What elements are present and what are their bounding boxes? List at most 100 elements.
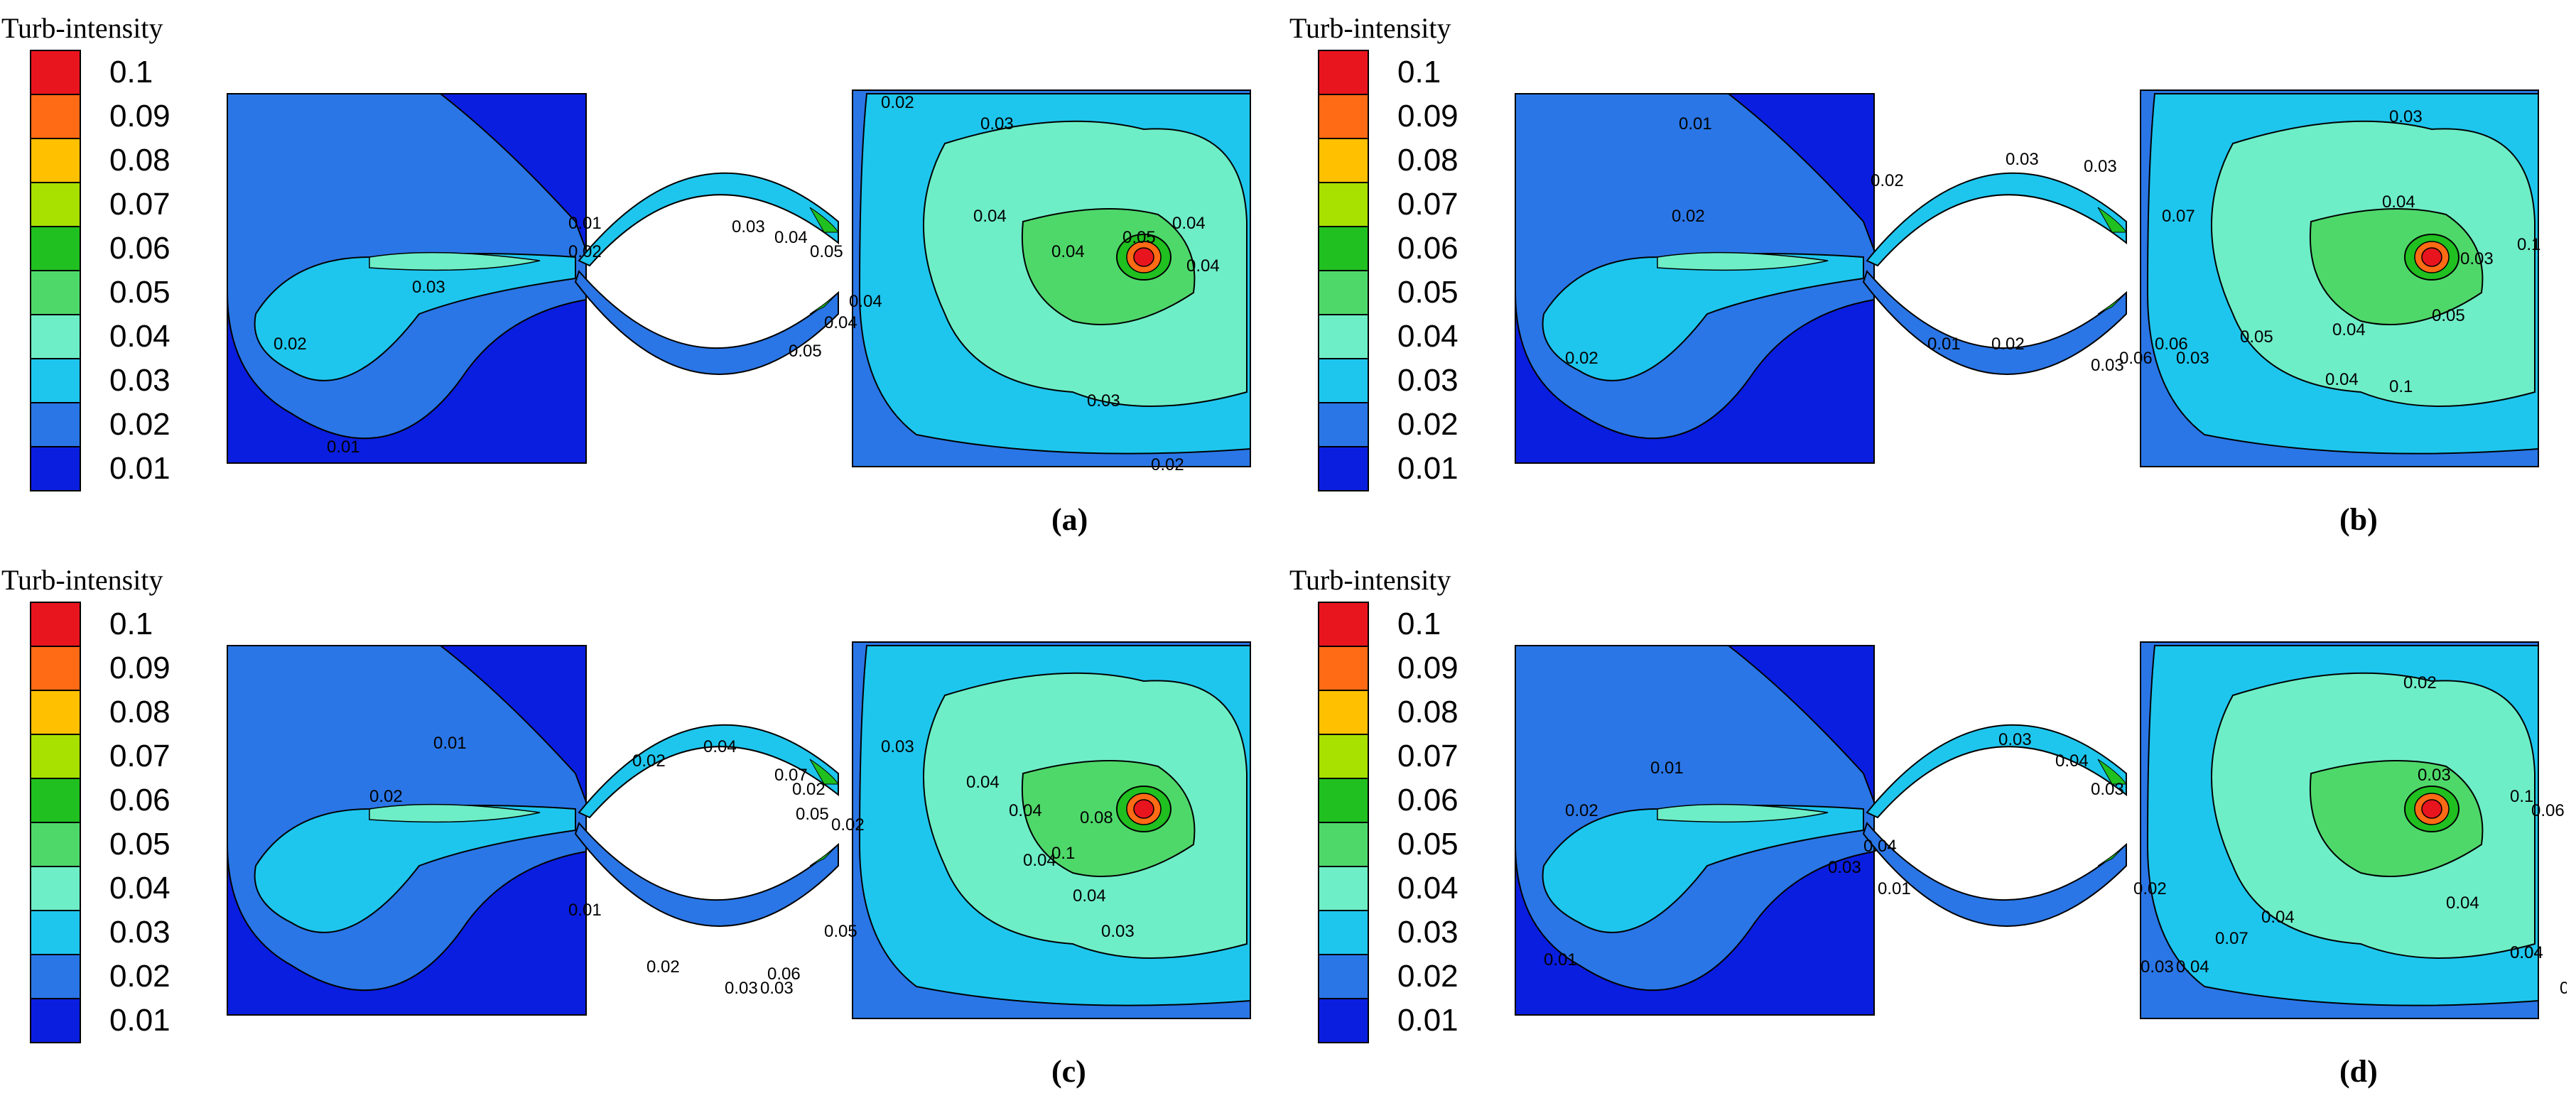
legend-label: 0.05 xyxy=(1397,827,1459,862)
contour-panel-d: Turb-intensity 0.1 0.09 0.08 0.07 0.06 0.05 0.0… xyxy=(1288,552,2576,1103)
lower-channel xyxy=(1862,822,2127,927)
upper-channel xyxy=(578,172,839,267)
lower-channel xyxy=(1862,270,2127,375)
contour-0.06 xyxy=(2097,207,2127,233)
legend-swatch xyxy=(30,226,81,271)
contour-label: 0.1 xyxy=(2510,787,2533,806)
contour-label: 0.02 xyxy=(646,957,680,977)
contour-0.1 xyxy=(1133,799,1154,819)
contour-plot: 0.010.020.010.030.040.010.030.040.030.02… xyxy=(1515,641,2567,1019)
legend-swatch xyxy=(1318,822,1369,867)
legend-swatch xyxy=(30,734,81,779)
contour-label: 0.01 xyxy=(1679,114,1712,134)
legend-swatch xyxy=(1318,778,1369,823)
contour-label: 0.04 xyxy=(1009,801,1042,820)
contour-label: 0.03 xyxy=(1828,858,1861,877)
legend-label: 0.03 xyxy=(1397,915,1459,950)
legend-title: Turb-intensity xyxy=(1,12,163,44)
legend-swatch xyxy=(1318,446,1369,491)
contour-label: 0.02 xyxy=(1151,455,1184,474)
contour-label: 0.04 xyxy=(774,228,808,247)
legend-label: 0.03 xyxy=(109,915,171,950)
legend-label: 0.08 xyxy=(1397,143,1459,178)
contour-label: 0.04 xyxy=(973,207,1007,226)
legend-label: 0.01 xyxy=(109,451,171,486)
legend-label: 0.03 xyxy=(1397,363,1459,398)
contour-0.06-lower xyxy=(2097,844,2127,866)
legend-swatch xyxy=(30,358,81,403)
contour-panel-c: Turb-intensity 0.1 0.09 0.08 0.07 0.06 0.05 0.0… xyxy=(0,552,1288,1103)
contour-label: 0.02 xyxy=(274,335,307,354)
contour-label: 0.01 xyxy=(327,438,360,457)
legend-swatch xyxy=(30,50,81,95)
legend-swatch xyxy=(30,182,81,227)
contour-label: 0.04 xyxy=(2332,320,2366,339)
contour-label: 0.03 xyxy=(732,217,765,237)
legend-swatch xyxy=(30,446,81,491)
legend-label: 0.01 xyxy=(1397,1003,1459,1038)
contour-0.06-lower xyxy=(809,292,839,315)
contour-label: 0.02 xyxy=(632,751,666,771)
lower-channel xyxy=(574,270,839,375)
legend-swatch xyxy=(30,822,81,867)
contour-label: 0.04 xyxy=(2510,943,2543,962)
contour-0.04 xyxy=(369,803,541,823)
contour-0.03 xyxy=(1542,253,1864,381)
contour-0.03 xyxy=(254,805,576,933)
legend-label: 0.02 xyxy=(109,407,171,442)
contour-label: 0.02 xyxy=(568,242,602,261)
contour-label: 0.02 xyxy=(1871,171,1904,190)
legend-swatch xyxy=(1318,954,1369,999)
contour-label: 0.05 xyxy=(789,342,822,361)
contour-label: 0.03 xyxy=(2389,107,2423,126)
legend-title: Turb-intensity xyxy=(1,564,163,596)
panel-label: (c) xyxy=(1051,1054,1086,1089)
contour-label: 0.03 xyxy=(760,979,794,998)
contour-label: 0.04 xyxy=(824,313,857,332)
contour-label: 0.04 xyxy=(849,292,882,311)
legend-swatch xyxy=(30,778,81,823)
contour-label: 0.03 xyxy=(2084,157,2117,176)
contour-0.1 xyxy=(2421,247,2442,267)
contour-label: 0.03 xyxy=(2418,766,2451,785)
contour-0.03 xyxy=(254,253,576,381)
contour-label: 0.03 xyxy=(725,979,758,998)
contour-label: 0.04 xyxy=(1863,837,1897,856)
legend-swatch xyxy=(1318,270,1369,315)
contour-label: 0.04 xyxy=(2510,943,2543,962)
contour-label: 0.05 xyxy=(2432,306,2465,325)
legend-swatch xyxy=(30,402,81,447)
legend-title: Turb-intensity xyxy=(1289,564,1451,596)
panel-label: (d) xyxy=(2339,1054,2378,1089)
contour-label: 0.04 xyxy=(966,773,1000,792)
legend-label: 0.04 xyxy=(109,319,171,354)
legend-label: 0.01 xyxy=(109,1003,171,1038)
legend-label: 0.04 xyxy=(109,871,171,906)
legend-label: 0.09 xyxy=(1397,651,1459,685)
legend-swatch xyxy=(30,910,81,955)
contour-label: 0.05 xyxy=(810,242,843,261)
contour-0.06 xyxy=(809,759,839,785)
contour-label: 0.05 xyxy=(1122,228,1156,247)
upper-channel xyxy=(1866,724,2127,819)
legend-label: 0.06 xyxy=(1397,783,1459,817)
legend-swatch xyxy=(1318,402,1369,447)
legend-swatch xyxy=(1318,182,1369,227)
contour-0.06-lower xyxy=(2097,292,2127,315)
contour-0.1 xyxy=(2421,799,2442,819)
contour-label: 0.01 xyxy=(568,214,602,233)
legend-label: 0.07 xyxy=(1397,739,1459,773)
legend-swatch xyxy=(1318,646,1369,691)
contour-label: 0.01 xyxy=(1927,335,1961,354)
contour-label: 0.02 xyxy=(369,787,403,806)
contour-label: 0.02 xyxy=(2403,673,2437,692)
contour-0.03 xyxy=(1542,805,1864,933)
legend-label: 0.07 xyxy=(109,187,171,222)
contour-label: 0.02 xyxy=(1991,335,2025,354)
contour-label: 0.03 xyxy=(2006,150,2039,169)
contour-label: 0.02 xyxy=(1672,207,1705,226)
legend-swatch xyxy=(30,690,81,735)
contour-label: 0.04 xyxy=(703,737,737,756)
contour-label: 0.02 xyxy=(881,93,914,112)
legend-label: 0.03 xyxy=(109,363,171,398)
